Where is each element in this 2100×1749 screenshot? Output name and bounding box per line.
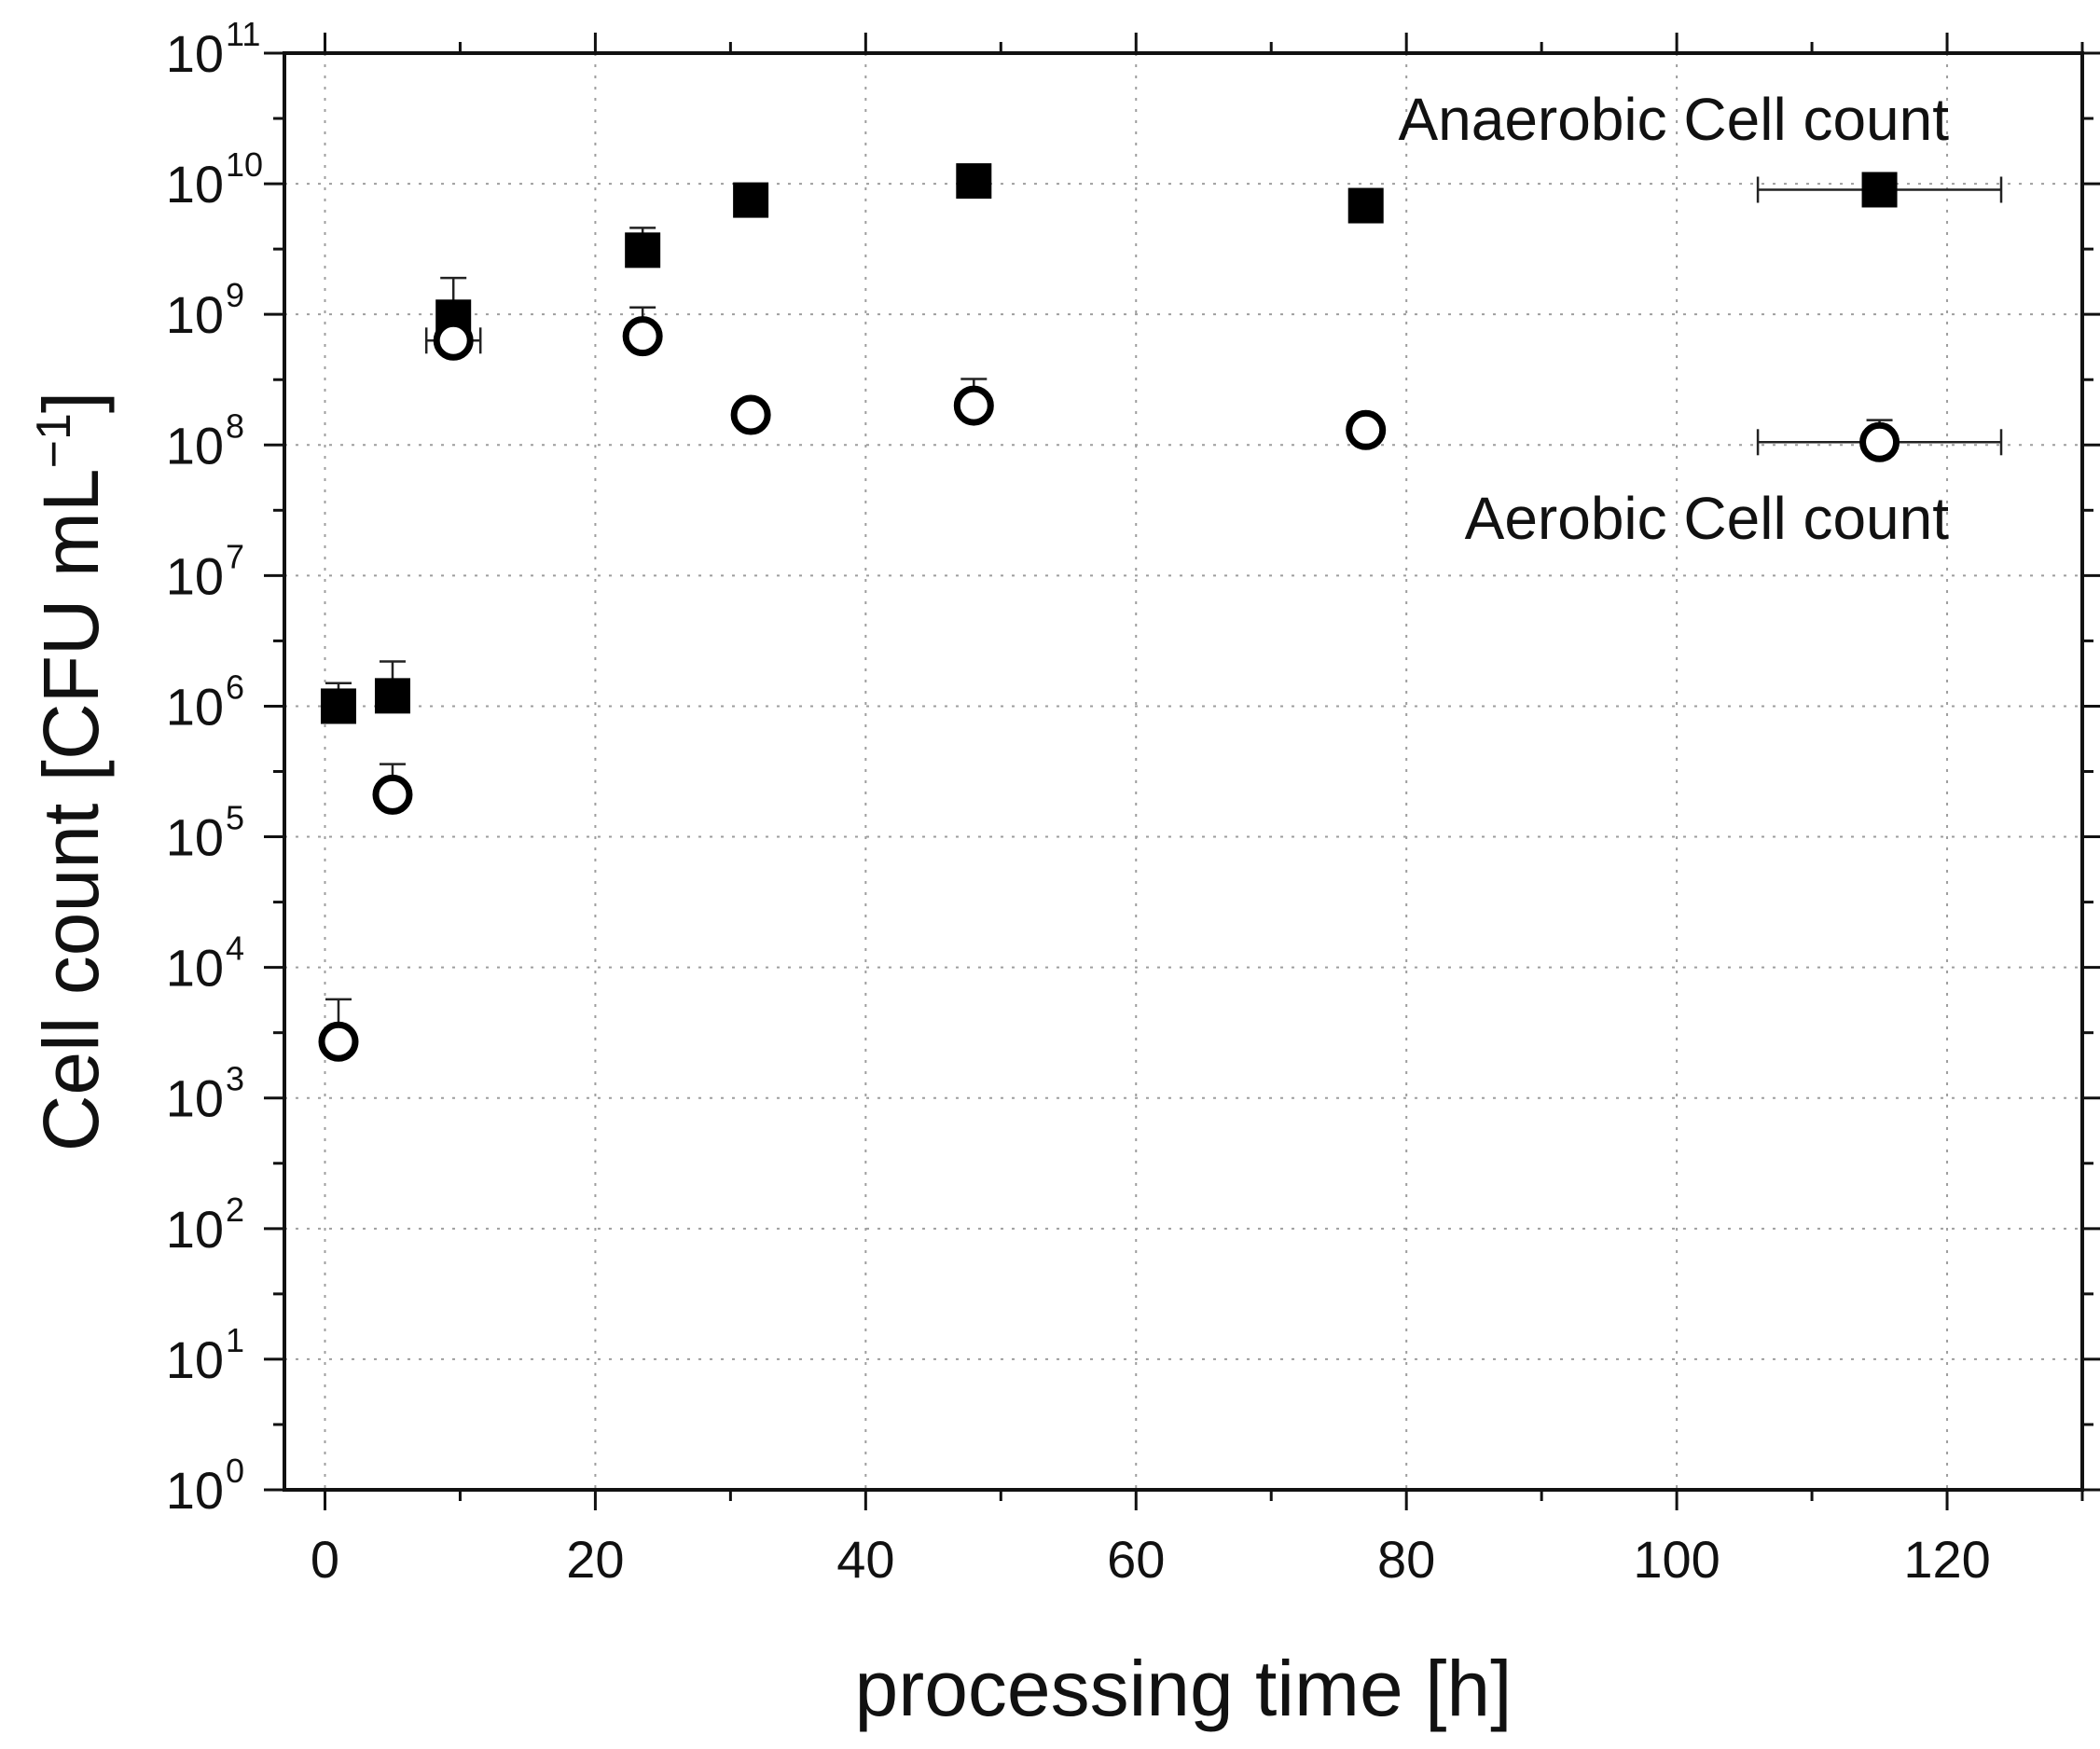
y-tick-exponent: 10 bbox=[226, 145, 263, 184]
x-tick-label: 80 bbox=[1377, 1530, 1435, 1589]
y-tick-exponent: 4 bbox=[226, 930, 244, 968]
data-point-square bbox=[956, 163, 992, 200]
anaerobic-series-label: Anaerobic Cell count bbox=[1398, 86, 1949, 153]
data-point-circle bbox=[953, 385, 994, 426]
y-tick-label: 10 bbox=[166, 546, 224, 605]
data-point-square bbox=[1347, 187, 1384, 224]
y-tick-base: 10 bbox=[166, 546, 224, 605]
y-tick-base: 10 bbox=[166, 416, 224, 475]
data-point-circle bbox=[622, 316, 663, 357]
x-tick-label: 40 bbox=[836, 1530, 894, 1589]
plot-frame bbox=[283, 51, 2084, 1492]
y-tick-label: 10 bbox=[166, 1461, 224, 1520]
y-tick-base: 10 bbox=[166, 1461, 224, 1520]
y-tick-exponent: 1 bbox=[226, 1321, 244, 1359]
y-tick-label: 10 bbox=[166, 1330, 224, 1389]
y-tick-label: 10 bbox=[166, 808, 224, 867]
y-tick-label: 10 bbox=[166, 1069, 224, 1128]
axes-layer bbox=[283, 51, 2084, 1492]
y-axis-title-close: ] bbox=[27, 392, 115, 413]
x-tick-label: 100 bbox=[1633, 1530, 1720, 1589]
x-tick-label: 20 bbox=[566, 1530, 624, 1589]
y-tick-label: 10 bbox=[166, 939, 224, 998]
aerobic-series-label: Aerobic Cell count bbox=[1465, 485, 1950, 552]
data-point-square bbox=[625, 232, 661, 269]
y-tick-exponent: 8 bbox=[226, 406, 244, 445]
y-tick-base: 10 bbox=[166, 808, 224, 867]
x-tick-label: 60 bbox=[1107, 1530, 1165, 1589]
y-tick-label: 10 bbox=[166, 1200, 224, 1259]
y-axis-title-superscript: −1 bbox=[27, 413, 81, 468]
y-tick-exponent: 0 bbox=[226, 1452, 244, 1490]
y-tick-base: 10 bbox=[166, 939, 224, 998]
x-axis-title: processing time [h] bbox=[855, 1645, 1513, 1732]
y-tick-base: 10 bbox=[166, 1069, 224, 1128]
y-axis-title-base: Cell count [CFU mL bbox=[27, 468, 115, 1151]
y-tick-base: 10 bbox=[166, 285, 224, 344]
series-anaerobic bbox=[320, 163, 2003, 724]
series-aerobic bbox=[318, 306, 2003, 1062]
y-tick-exponent: 5 bbox=[226, 799, 244, 837]
y-tick-exponent: 7 bbox=[226, 537, 244, 575]
data-point-square bbox=[1861, 172, 1898, 208]
data-point-square bbox=[733, 182, 769, 218]
data-point-square bbox=[320, 688, 356, 724]
y-tick-base: 10 bbox=[166, 1200, 224, 1259]
data-point-circle bbox=[1346, 409, 1387, 450]
data-point-circle bbox=[433, 320, 474, 361]
y-tick-label: 10 bbox=[166, 677, 224, 736]
y-tick-exponent: 9 bbox=[226, 276, 244, 314]
data-point-circle bbox=[730, 394, 771, 435]
series-layer bbox=[318, 163, 2003, 1062]
y-tick-base: 10 bbox=[166, 1330, 224, 1389]
y-tick-base: 10 bbox=[166, 155, 224, 213]
grid-layer bbox=[284, 53, 2082, 1490]
y-tick-label: 10 bbox=[166, 285, 224, 344]
y-tick-label: 10 bbox=[166, 155, 224, 213]
y-tick-exponent: 2 bbox=[226, 1191, 244, 1229]
y-axis-title: Cell count [CFU mL−1] bbox=[27, 392, 115, 1152]
data-point-circle bbox=[318, 1021, 359, 1062]
y-tick-exponent: 3 bbox=[226, 1060, 244, 1098]
y-tick-base: 10 bbox=[166, 24, 224, 83]
y-tick-exponent: 11 bbox=[226, 15, 260, 53]
x-tick-label: 0 bbox=[311, 1530, 339, 1589]
ticks-layer bbox=[264, 33, 2100, 1510]
y-tick-base: 10 bbox=[166, 677, 224, 736]
y-tick-label: 10 bbox=[166, 24, 224, 83]
x-tick-label: 120 bbox=[1903, 1530, 1990, 1589]
data-point-circle bbox=[1859, 421, 1900, 462]
data-point-square bbox=[374, 678, 410, 714]
y-tick-label: 10 bbox=[166, 416, 224, 475]
y-tick-exponent: 6 bbox=[226, 668, 244, 706]
data-point-circle bbox=[372, 774, 413, 815]
